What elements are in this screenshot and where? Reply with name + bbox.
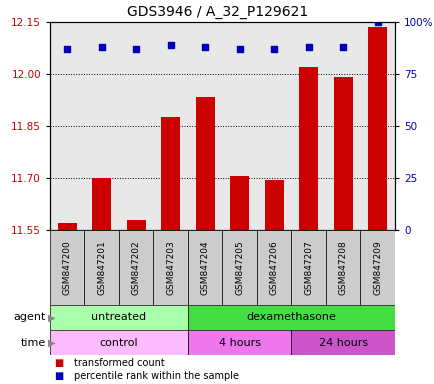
- Text: GSM847202: GSM847202: [132, 240, 141, 295]
- Bar: [58, 223, 76, 230]
- Bar: [333, 78, 352, 230]
- Text: dexamethasone: dexamethasone: [246, 313, 335, 323]
- Bar: [161, 118, 180, 230]
- Text: ▶: ▶: [48, 338, 55, 348]
- Text: untreated: untreated: [91, 313, 146, 323]
- Text: ■: ■: [54, 371, 63, 381]
- Point: [236, 46, 243, 52]
- Point: [98, 44, 105, 50]
- Bar: [119, 230, 153, 305]
- Bar: [187, 330, 291, 355]
- Text: GSM847207: GSM847207: [303, 240, 312, 295]
- Bar: [50, 230, 84, 305]
- Text: 4 hours: 4 hours: [218, 338, 260, 348]
- Text: transformed count: transformed count: [74, 358, 164, 368]
- Point: [167, 42, 174, 48]
- Bar: [50, 330, 187, 355]
- Point: [201, 44, 208, 50]
- Text: time: time: [20, 338, 46, 348]
- Point: [305, 44, 312, 50]
- Text: GSM847208: GSM847208: [338, 240, 347, 295]
- Text: GSM847206: GSM847206: [269, 240, 278, 295]
- Bar: [368, 27, 386, 230]
- Point: [270, 46, 277, 52]
- Text: GSM847204: GSM847204: [200, 240, 209, 295]
- Bar: [153, 230, 187, 305]
- Bar: [291, 230, 325, 305]
- Bar: [187, 230, 222, 305]
- Text: GDS3946 / A_32_P129621: GDS3946 / A_32_P129621: [127, 5, 307, 19]
- Bar: [299, 67, 318, 230]
- Bar: [291, 330, 394, 355]
- Text: GSM847203: GSM847203: [166, 240, 175, 295]
- Bar: [126, 220, 145, 230]
- Bar: [92, 178, 111, 230]
- Bar: [264, 180, 283, 230]
- Text: agent: agent: [13, 313, 46, 323]
- Bar: [325, 230, 360, 305]
- Text: GSM847201: GSM847201: [97, 240, 106, 295]
- Point: [339, 44, 346, 50]
- Bar: [84, 230, 119, 305]
- Bar: [50, 305, 187, 330]
- Text: GSM847209: GSM847209: [372, 240, 381, 295]
- Bar: [360, 230, 394, 305]
- Bar: [187, 305, 394, 330]
- Text: GSM847205: GSM847205: [235, 240, 243, 295]
- Point: [132, 46, 139, 52]
- Text: ■: ■: [54, 358, 63, 368]
- Text: GSM847200: GSM847200: [62, 240, 72, 295]
- Bar: [256, 230, 291, 305]
- Bar: [230, 176, 249, 230]
- Point: [373, 19, 380, 25]
- Text: percentile rank within the sample: percentile rank within the sample: [74, 371, 238, 381]
- Text: ▶: ▶: [48, 313, 55, 323]
- Text: 24 hours: 24 hours: [318, 338, 367, 348]
- Text: control: control: [99, 338, 138, 348]
- Bar: [222, 230, 256, 305]
- Point: [64, 46, 71, 52]
- Bar: [195, 96, 214, 230]
